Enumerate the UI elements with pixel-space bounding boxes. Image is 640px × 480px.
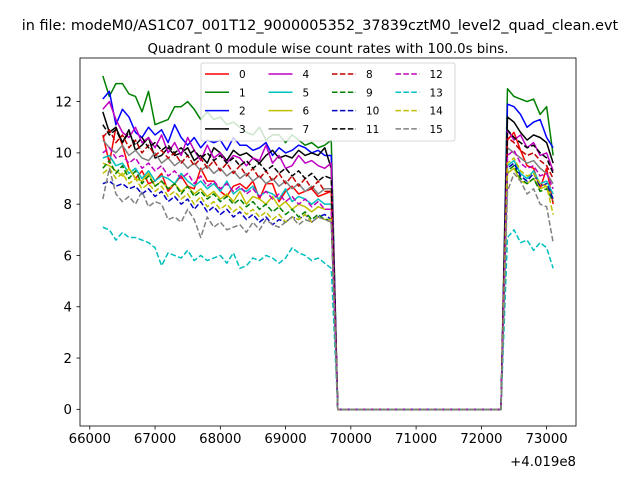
- legend-label-1: 1: [239, 87, 246, 99]
- plot-area: 66000 67000 68000 69000 70000 71000 72000 73000…: [55, 57, 577, 470]
- legend-label-5: 5: [303, 87, 310, 99]
- x-tick-label: 67000: [134, 432, 176, 447]
- y-tick-label: 12: [55, 95, 72, 110]
- axes-frame: [79, 57, 577, 427]
- x-tick-label: 73000: [525, 432, 567, 447]
- legend-label-6: 6: [303, 106, 310, 118]
- legend-label-13: 13: [430, 87, 443, 99]
- series-line-12: [102, 147, 554, 411]
- series-line-5: [102, 154, 554, 411]
- legend-label-11: 11: [366, 124, 379, 136]
- x-offset-label: +4.019e8: [510, 455, 576, 470]
- series-line-14: [102, 157, 554, 411]
- legend-label-14: 14: [430, 106, 444, 118]
- x-tick-label: 69000: [264, 432, 306, 447]
- series-line-11: [102, 124, 554, 411]
- legend-label-0: 0: [239, 69, 246, 81]
- y-tick-label: 10: [55, 147, 72, 162]
- x-tick-label: 71000: [395, 432, 437, 447]
- series-line-8: [102, 129, 554, 411]
- legend-label-9: 9: [366, 87, 373, 99]
- series-line-13: [102, 226, 554, 411]
- y-tick-label: 0: [64, 403, 72, 418]
- series-line-9: [102, 159, 554, 411]
- legend-label-7: 7: [303, 124, 310, 136]
- series-line-0: [102, 126, 554, 411]
- x-tick-label: 72000: [460, 432, 502, 447]
- y-tick-label: 6: [64, 249, 72, 264]
- legend-label-15: 15: [430, 124, 443, 136]
- chart-title: Quadrant 0 module wise count rates with …: [148, 42, 509, 57]
- legend-label-8: 8: [366, 69, 373, 81]
- legend-label-10: 10: [366, 106, 379, 118]
- x-tick-label: 68000: [199, 432, 241, 447]
- series-line-15: [102, 167, 554, 411]
- legend-label-12: 12: [430, 69, 443, 81]
- legend-box: [200, 62, 456, 142]
- x-tick-label: 70000: [330, 432, 372, 447]
- y-tick-label: 2: [64, 352, 72, 367]
- y-tick-label: 8: [64, 198, 72, 213]
- legend-label-3: 3: [239, 124, 246, 136]
- x-tick-label: 66000: [69, 432, 111, 447]
- series-line-3: [102, 111, 554, 411]
- y-tick-label: 4: [64, 301, 72, 316]
- legend-label-4: 4: [303, 69, 310, 81]
- legend-label-2: 2: [239, 106, 246, 118]
- suptitle: in file: modeM0/AS1C07_001T12_9000005352…: [22, 18, 619, 34]
- series-line-10: [102, 162, 554, 411]
